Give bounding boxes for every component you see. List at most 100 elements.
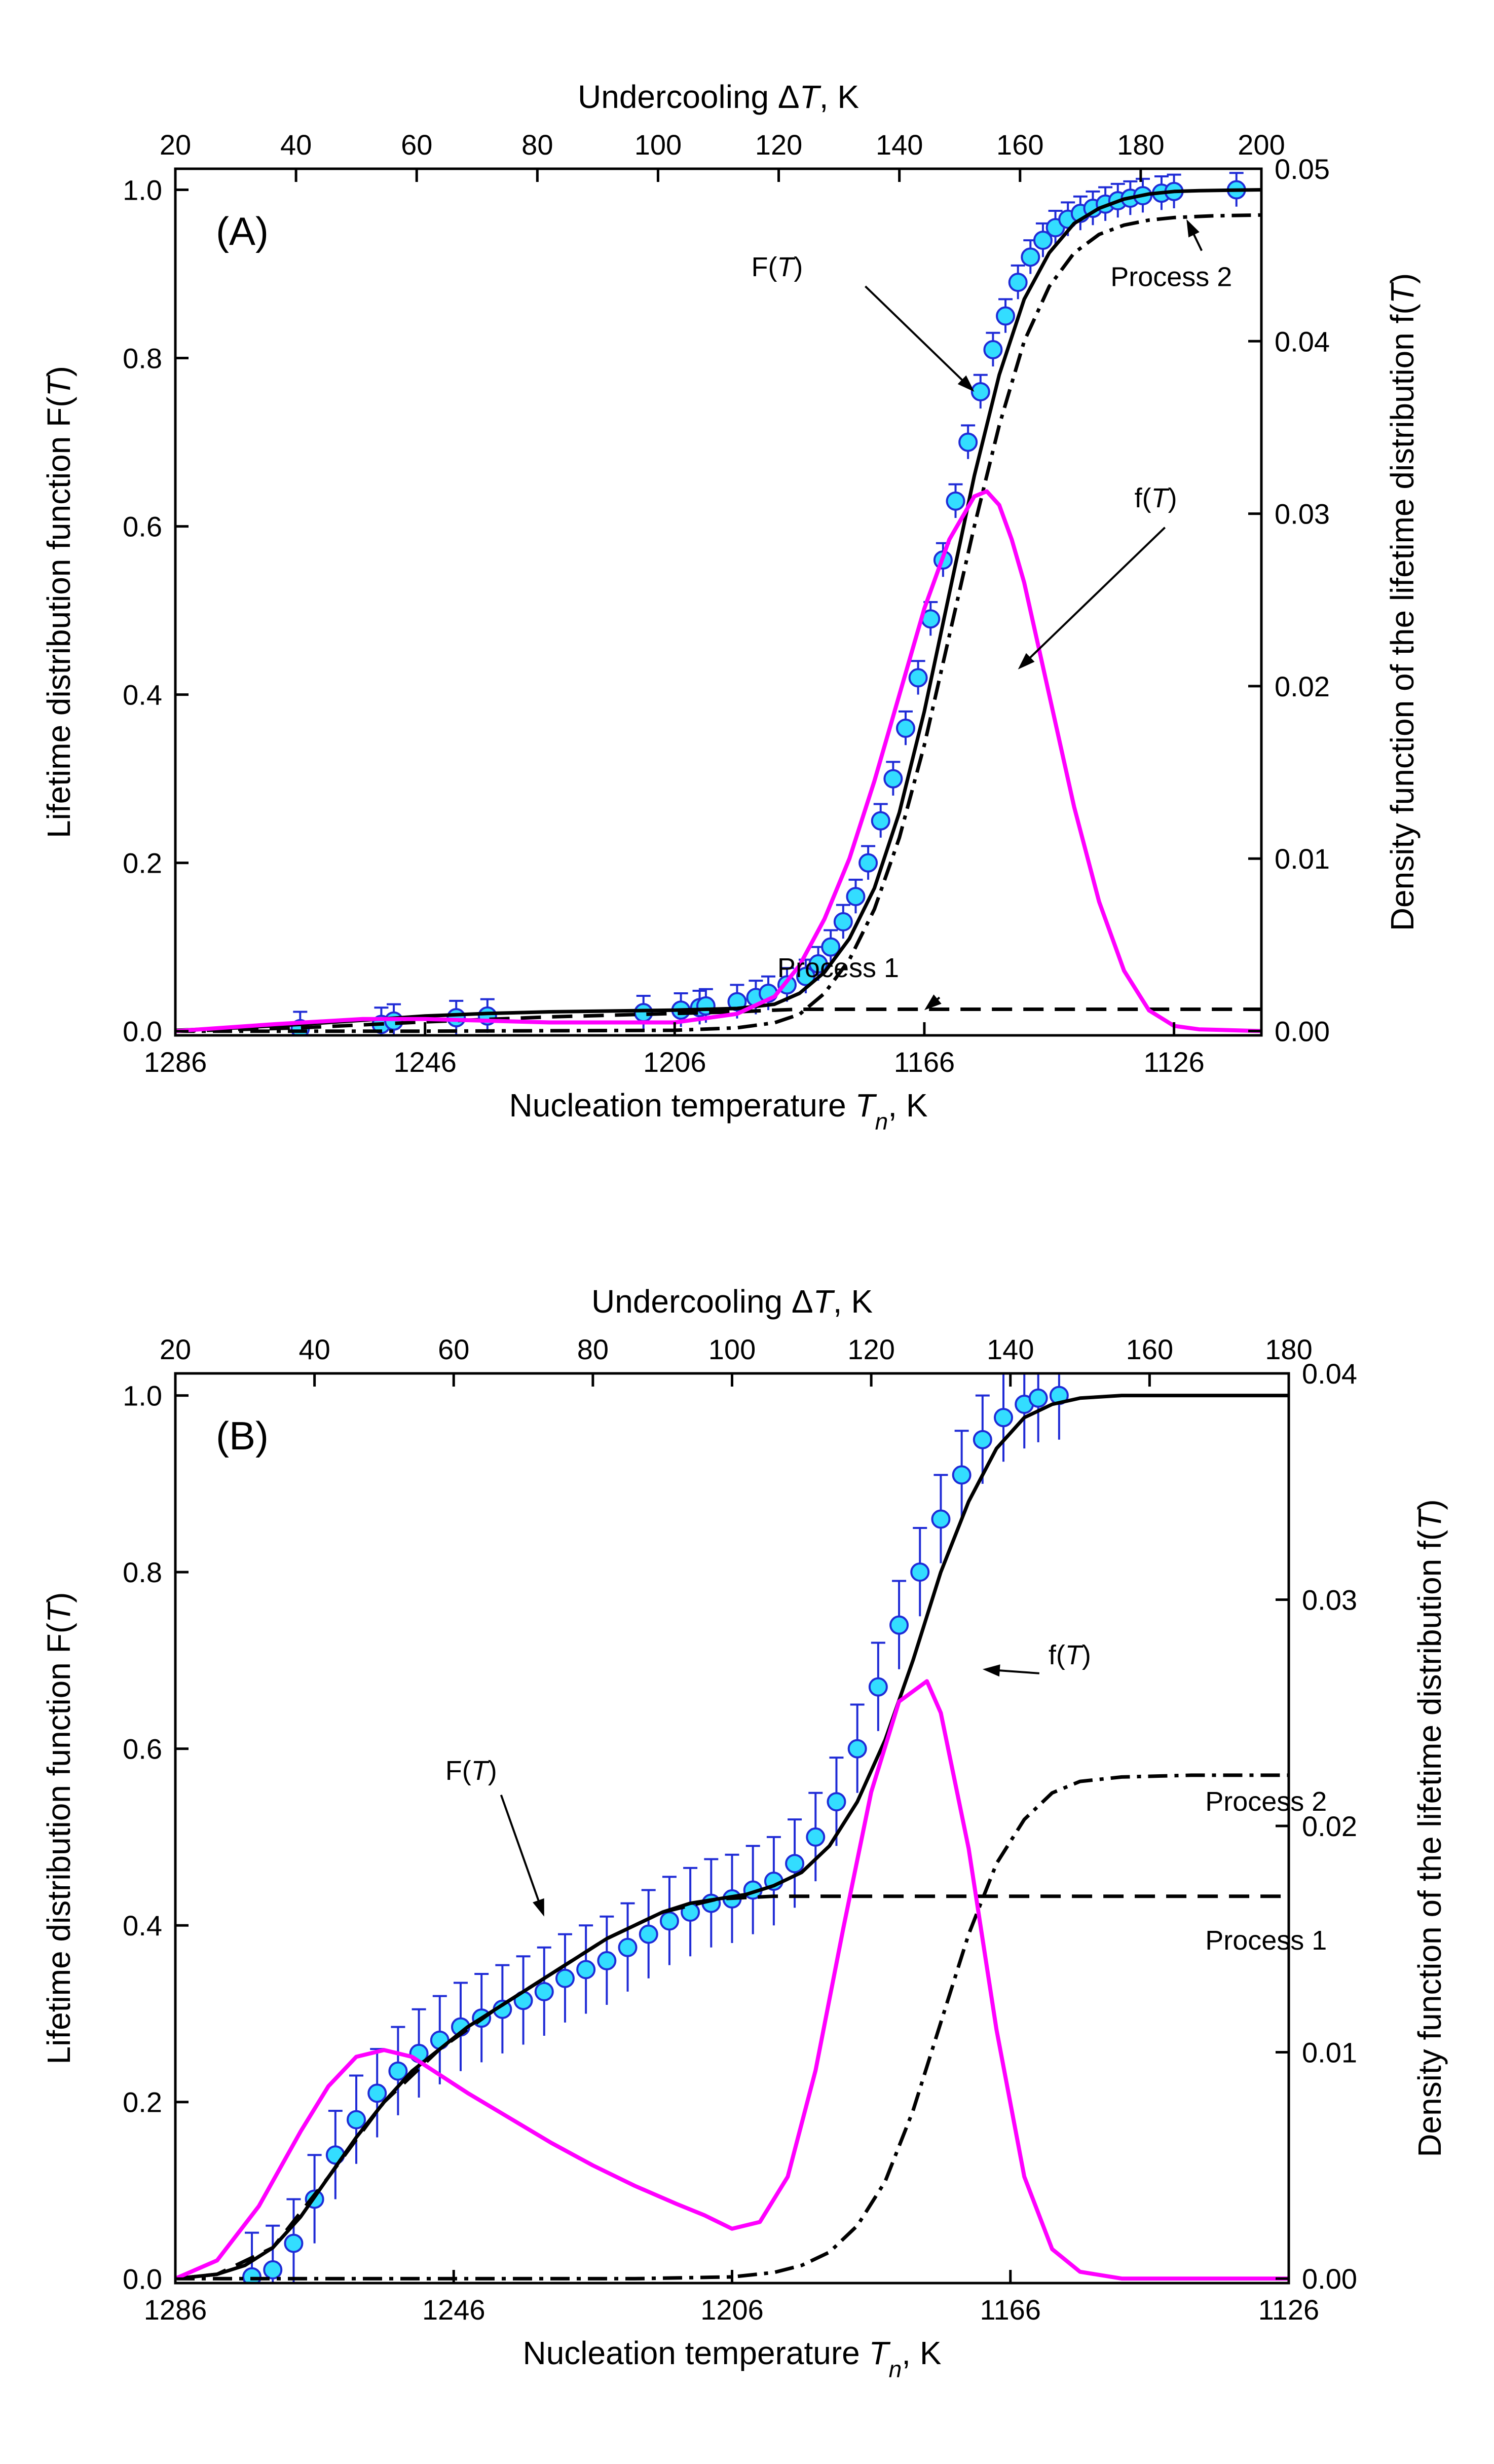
data-point (958, 432, 978, 452)
x2-tick-label: 140 (876, 129, 923, 161)
data-point (895, 719, 915, 738)
f-t-curve (175, 1679, 1289, 2281)
x2-axis-title: Undercooling ΔT, K (591, 1283, 873, 1320)
x2-tick-label: 120 (755, 129, 802, 161)
y-tick-label: 0.2 (123, 847, 162, 879)
x2-tick-label: 40 (298, 1333, 330, 1365)
y-tick-label: 0.8 (123, 1556, 162, 1588)
data-point (827, 1792, 846, 1812)
x2-tick-label: 120 (847, 1333, 894, 1365)
x-tick-label: 1246 (393, 1046, 457, 1078)
y-tick-label: 0.0 (123, 2263, 162, 2295)
data-point (347, 2110, 366, 2130)
panel-label: (A) (216, 209, 269, 253)
data-point (910, 1562, 930, 1582)
x-axis-title: Nucleation temperature Tn, K (522, 2335, 941, 2382)
data-point (284, 2233, 304, 2253)
annotation-label: F(T) (445, 1756, 497, 1786)
plot-area (175, 172, 1261, 1035)
data-point (931, 1509, 951, 1529)
data-point (846, 887, 866, 907)
process-2-curve (175, 1773, 1289, 2281)
y-tick-label: 0.2 (123, 2086, 162, 2118)
y2-tick-label: 0.03 (1275, 498, 1330, 530)
x2-tick-label: 160 (996, 129, 1043, 161)
data-point (367, 2083, 387, 2103)
y2-tick-label: 0.04 (1302, 1358, 1357, 1390)
y2-tick-label: 0.01 (1275, 843, 1330, 875)
y2-tick-label: 0.02 (1275, 670, 1330, 702)
data-point (263, 2260, 283, 2280)
x-tick-label: 1166 (980, 2294, 1041, 2326)
f-t-fit-curve (175, 1394, 1289, 2281)
plot-frame (174, 1372, 1290, 2285)
x2-tick-label: 20 (160, 129, 191, 161)
arrow-head (533, 1898, 544, 1917)
y2-tick-label: 0.00 (1302, 2263, 1357, 2295)
data-point (388, 2061, 408, 2081)
panel-a: 1286 1246 1206 1166 1126 20 40 60 80 100 120 140 160… (41, 79, 1421, 1135)
x2-tick-label: 100 (634, 129, 682, 161)
arrow-head (982, 1664, 1000, 1677)
x-tick-label: 1166 (894, 1046, 955, 1078)
arrow-head (1018, 653, 1035, 669)
annotation-label: F(T) (751, 252, 803, 282)
y-tick-label: 1.0 (123, 1380, 162, 1412)
y2-tick-label: 0.02 (1302, 1810, 1357, 1842)
x-axis-title: Nucleation temperature Tn, K (509, 1087, 927, 1135)
y-tick-label: 0.4 (123, 1910, 162, 1942)
x2-tick-label: 80 (577, 1333, 609, 1365)
data-point (871, 811, 890, 831)
y-tick-label: 0.4 (123, 679, 162, 711)
data-point (796, 966, 815, 986)
x2-tick-label: 20 (160, 1333, 191, 1365)
x2-tick-label: 140 (987, 1333, 1034, 1365)
data-point (983, 340, 1003, 359)
y-tick-label: 0.6 (123, 1733, 162, 1765)
data-point (858, 853, 878, 873)
data-point (883, 769, 903, 789)
y2-tick-label: 0.04 (1275, 325, 1330, 357)
data-point (808, 954, 828, 974)
data-point (534, 1982, 554, 2001)
data-point (618, 1937, 638, 1957)
x2-tick-label: 200 (1238, 129, 1285, 161)
x-tick-label: 1286 (144, 2294, 207, 2326)
y-axis-title: Lifetime distribution function F(T) (41, 1592, 77, 2065)
f-t-curve (175, 489, 1261, 1033)
data-point (1008, 273, 1028, 292)
data-point (952, 1465, 972, 1485)
y-axis-title: Lifetime distribution function F(T) (41, 366, 77, 838)
x2-tick-label: 40 (280, 129, 312, 161)
annotation-label: Process 2 (1205, 1786, 1327, 1817)
data-point (821, 937, 841, 957)
y-tick-label: 0.6 (123, 511, 162, 543)
x-tick-label: 1206 (643, 1046, 706, 1078)
y-tick-label: 0.8 (123, 343, 162, 375)
x2-tick-label: 100 (708, 1333, 756, 1365)
data-markers (242, 1386, 1069, 2283)
y2-tick-label: 0.05 (1275, 153, 1330, 185)
x-tick-label: 1126 (1258, 2294, 1319, 2326)
y2-tick-label: 0.03 (1302, 1584, 1357, 1616)
data-point (597, 1951, 617, 1970)
data-point (555, 1968, 575, 1988)
x2-axis-title: Undercooling ΔT, K (578, 79, 859, 115)
annotation-label: Process 2 (1110, 262, 1232, 292)
data-point (1028, 1388, 1048, 1408)
data-point (1021, 247, 1040, 267)
process-1-curve (175, 1894, 1289, 2281)
arrow-head (924, 994, 942, 1011)
x2-tick-label: 60 (438, 1333, 469, 1365)
annotation-arrow (1024, 527, 1166, 663)
data-point (576, 1960, 596, 1980)
data-point (889, 1615, 909, 1635)
data-point (868, 1677, 888, 1697)
plot-frame (174, 167, 1263, 1037)
data-point (727, 992, 747, 1012)
data-point (970, 382, 990, 401)
data-point (973, 1430, 992, 1449)
data-point (785, 1854, 805, 1874)
data-point (994, 1408, 1014, 1428)
